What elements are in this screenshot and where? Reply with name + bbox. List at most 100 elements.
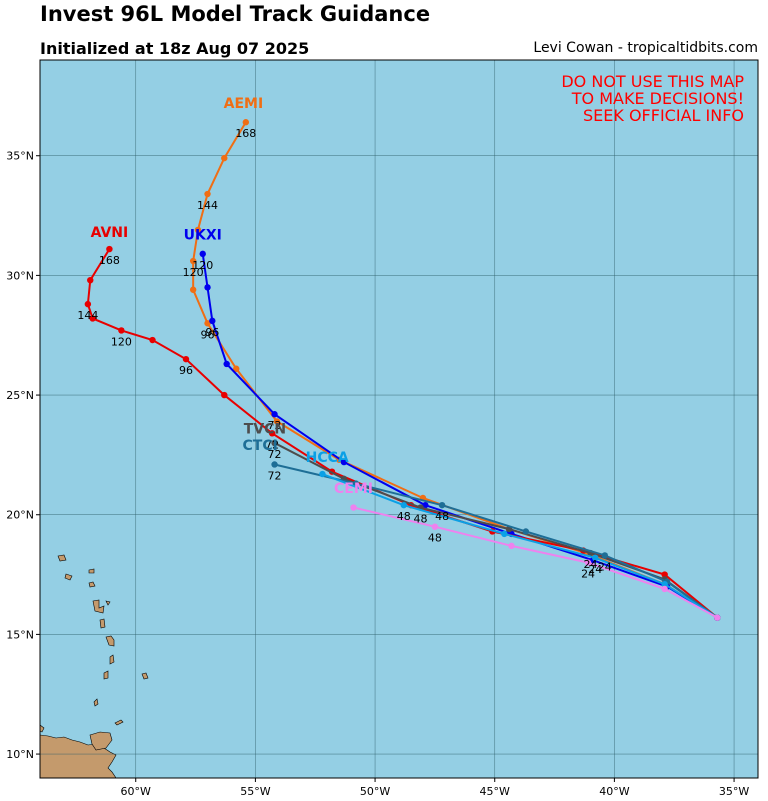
hour-label-ctci: 24: [598, 560, 612, 573]
model-tracks: [84, 119, 721, 621]
warning-line-3: SEEK OFFICIAL INFO: [583, 106, 744, 125]
forecast-hour-labels: 96 120 144 168 72 96 120 72 96 120 144 168 24 48 72 24 4…: [77, 127, 611, 580]
lat-tick-label: 15°N: [6, 628, 34, 641]
track-point-ukxi: [223, 360, 230, 368]
track-point-aemi: [204, 190, 211, 198]
track-point-aemi: [233, 365, 240, 372]
track-point-ukxi: [340, 458, 348, 466]
lon-tick-label: 45°W: [480, 785, 510, 798]
track-point-ctci: [601, 552, 609, 559]
track-point-tvcn: [271, 439, 278, 447]
hour-label-tvcn: 24: [583, 558, 597, 571]
hour-label-avni: 72: [265, 438, 279, 451]
track-point-cemi: [431, 523, 439, 530]
track-point-ukxi: [422, 501, 429, 509]
track-point-aemi: [194, 226, 202, 234]
lon-tick-label: 50°W: [360, 785, 390, 798]
track-point-ctci: [522, 528, 530, 535]
track-point-aemi: [221, 154, 228, 162]
track-point-hcca: [400, 501, 407, 509]
track-point-ukxi: [209, 317, 216, 325]
track-line-cemi: [353, 506, 718, 619]
track-point-avni: [89, 315, 96, 322]
track-point-aemi: [189, 286, 197, 293]
track-point-avni: [268, 430, 276, 437]
antigua-island: [105, 600, 111, 606]
track-point-avni: [149, 336, 156, 344]
track-point-ukxi: [271, 411, 278, 418]
track-point-ctci: [438, 501, 446, 509]
track-point-hcca: [319, 470, 326, 478]
track-cemi: [350, 504, 721, 621]
st-vincent-island: [103, 670, 109, 680]
lon-tick-label: 55°W: [240, 785, 270, 798]
hour-label-hcca: 24: [588, 563, 602, 576]
grenada-island: [93, 698, 99, 707]
virgin-islands: [57, 554, 73, 581]
map-credit: Levi Cowan - tropicaltidbits.com: [533, 40, 758, 56]
hour-label-ukxi: 96: [205, 326, 219, 339]
hour-label-avni: 144: [77, 309, 98, 322]
lat-tick-label: 10°N: [6, 748, 34, 761]
hour-label-aemi: 168: [235, 127, 256, 140]
hour-label-aemi: 144: [197, 199, 218, 212]
track-point-ukxi: [199, 250, 206, 258]
track-point-avni: [182, 355, 190, 363]
lon-tick-label: 40°W: [599, 785, 629, 798]
lat-tick-label: 20°N: [6, 509, 34, 522]
track-point-avni: [661, 571, 668, 578]
hour-label-aemi: 96: [201, 328, 215, 341]
st-kitts-island: [88, 581, 96, 588]
lat-tick-label: 35°N: [6, 150, 34, 163]
hour-label-ukxi: 72: [268, 419, 282, 432]
track-point-avni: [87, 276, 94, 284]
map-frame: [39, 59, 759, 779]
st-lucia-island: [109, 654, 115, 665]
hour-label-cemi: 24: [581, 568, 595, 581]
track-point-avni: [221, 391, 228, 399]
track-ukxi: [199, 250, 721, 621]
track-point-cemi: [661, 585, 668, 593]
track-point-aemi: [242, 119, 250, 126]
hour-label-tvcn: 48: [414, 513, 428, 526]
track-point-aemi: [273, 418, 281, 425]
trinidad-island: [89, 731, 113, 751]
warning-line-1: DO NOT USE THIS MAP: [561, 72, 744, 91]
track-point-avni: [106, 245, 113, 253]
tobago-island: [114, 719, 124, 726]
track-point-avni: [118, 327, 125, 334]
model-name-ctci: CTCI: [243, 438, 278, 454]
hour-label-ctci: 72: [268, 469, 282, 482]
hour-label-avni: 96: [179, 364, 193, 377]
track-line-hcca: [322, 473, 718, 619]
model-name-tvcn: TVCN: [244, 421, 286, 437]
hour-label-aemi: 120: [183, 266, 204, 279]
model-name-ukxi: UKXI: [184, 228, 222, 244]
model-name-cemi: CEMI: [334, 481, 373, 497]
map-subtitle: Initialized at 18z Aug 07 2025: [40, 39, 310, 58]
martinique-island: [105, 635, 115, 647]
barbados-island: [141, 672, 149, 680]
track-point-ukxi: [204, 284, 211, 291]
track-point-aemi: [204, 320, 211, 327]
model-name-aemi: AEMI: [224, 96, 264, 112]
hour-label-avni: 168: [99, 254, 120, 267]
track-point-ctci: [271, 461, 278, 468]
model-name-hcca: HCCA: [306, 450, 349, 466]
anguilla-island: [88, 568, 95, 574]
hour-label-tvcn: 72: [268, 448, 282, 461]
warning-line-2: TO MAKE DECISIONS!: [571, 89, 744, 108]
track-point-hcca: [501, 530, 508, 538]
land-layer: [39, 554, 149, 779]
track-point-aemi: [189, 257, 197, 265]
track-point-hcca: [592, 554, 599, 562]
lon-tick-label: 35°W: [719, 785, 749, 798]
track-point-hcca: [661, 580, 668, 588]
hour-label-hcca: 48: [397, 510, 411, 523]
lon-tick-label: 60°W: [121, 785, 151, 798]
track-point-cemi: [350, 504, 357, 511]
track-point-avni: [84, 300, 92, 308]
hour-label-ctci: 48: [435, 510, 449, 523]
